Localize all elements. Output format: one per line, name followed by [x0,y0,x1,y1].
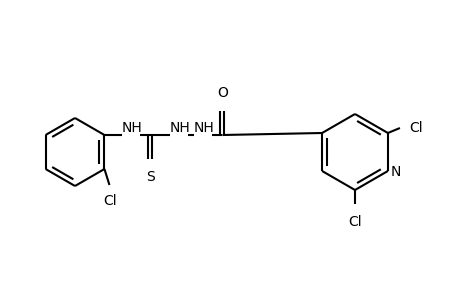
Text: NH: NH [170,121,190,135]
Text: O: O [217,86,227,100]
Text: Cl: Cl [408,121,422,135]
Text: NH: NH [122,121,142,135]
Text: NH: NH [194,121,214,135]
Text: N: N [390,165,400,179]
Text: Cl: Cl [347,215,361,229]
Text: Cl: Cl [103,194,117,208]
Text: S: S [146,170,155,184]
